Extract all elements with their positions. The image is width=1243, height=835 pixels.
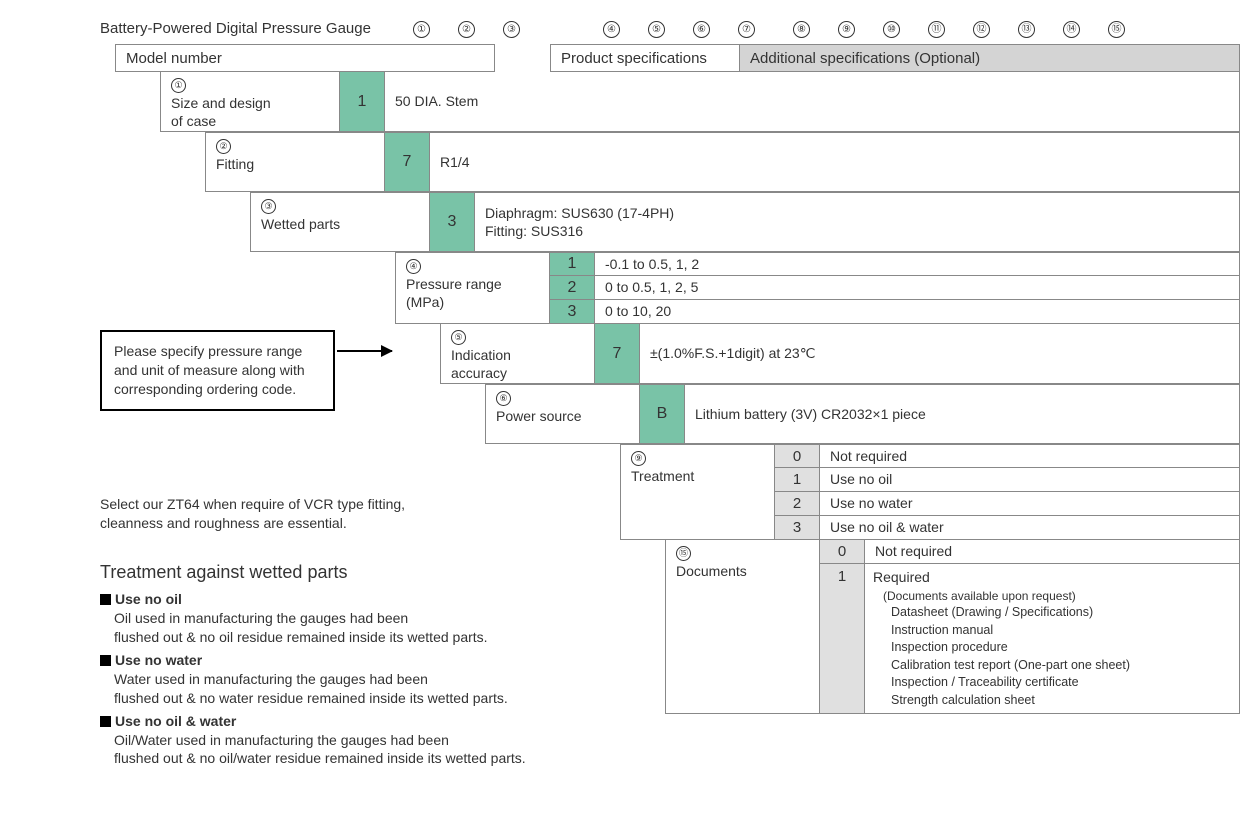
doc-item-4: Inspection / Traceability certificate [873, 674, 1231, 692]
topnum-13: ⑬ [1018, 21, 1035, 38]
row9-desc-1: Use no oil [820, 468, 1240, 492]
topnum-5: ⑤ [648, 21, 665, 38]
treat-b-0: Oil used in manufacturing the gauges had… [100, 609, 660, 647]
row3-desc2: Fitting: SUS316 [485, 222, 1229, 240]
row-size: ① Size and design of case 1 50 DIA. Stem [60, 72, 1240, 132]
row4-code-2: 2 [550, 276, 595, 300]
row-fitting: ② Fitting 7 R1/4 [60, 132, 1240, 192]
row5-desc: ±(1.0%F.S.+1digit) at 23℃ [640, 324, 1240, 384]
callout-box: Please specify pressure range and unit o… [100, 330, 335, 411]
title-row: Battery-Powered Digital Pressure Gauge ①… [60, 20, 1240, 42]
header-addspec: Additional specifications (Optional) [740, 44, 1240, 72]
row6-num: ⑥ [496, 391, 511, 406]
row3-num: ③ [261, 199, 276, 214]
row6-label: Power source [496, 408, 629, 426]
row5-label: Indication accuracy [451, 347, 584, 382]
treat-b-1: Water used in manufacturing the gauges h… [100, 670, 660, 708]
row4-code-3: 3 [550, 300, 595, 324]
row1-desc: 50 DIA. Stem [385, 72, 1240, 132]
header-prodspec: Product specifications [550, 44, 740, 72]
topnum-1: ① [413, 21, 430, 38]
doc-item-1: Instruction manual [873, 622, 1231, 640]
row15-code-0: 0 [820, 540, 865, 564]
topnum-14: ⑭ [1063, 21, 1080, 38]
topnum-9: ⑨ [838, 21, 855, 38]
treatment-block: Treatment against wetted parts Use no oi… [100, 560, 660, 768]
row9-code-1: 1 [775, 468, 820, 492]
row9-desc-0: Not required [820, 444, 1240, 468]
row4-desc-2: 0 to 0.5, 1, 2, 5 [595, 276, 1240, 300]
row6-desc: Lithium battery (3V) CR2032×1 piece [685, 384, 1240, 444]
row3-label: Wetted parts [261, 216, 419, 234]
row1-num: ① [171, 78, 186, 93]
doc-item-5: Strength calculation sheet [873, 692, 1231, 710]
row9-code-0: 0 [775, 444, 820, 468]
row4-label: Pressure range (MPa) [406, 276, 539, 311]
row3-code: 3 [430, 192, 475, 252]
treat-h-1: Use no water [100, 651, 660, 670]
row3-desc1: Diaphragm: SUS630 (17-4PH) [485, 204, 1229, 222]
topnum-7: ⑦ [738, 21, 755, 38]
row15-desc-0: Not required [865, 540, 1240, 564]
doc-item-3: Calibration test report (One-part one sh… [873, 657, 1231, 675]
doc-item-0: Datasheet (Drawing / Specifications) [873, 604, 1231, 622]
treat-b-2: Oil/Water used in manufacturing the gaug… [100, 731, 660, 769]
header-model: Model number [115, 44, 495, 72]
row-pressure: ④ Pressure range (MPa) 1 -0.1 to 0.5, 1,… [60, 252, 1240, 324]
row15-label: Documents [676, 563, 809, 581]
row2-desc: R1/4 [430, 132, 1240, 192]
row2-num: ② [216, 139, 231, 154]
row4-desc-3: 0 to 10, 20 [595, 300, 1240, 324]
diagram-root: Battery-Powered Digital Pressure Gauge ①… [60, 20, 1240, 714]
row4-code-1: 1 [550, 252, 595, 276]
row-wetted: ③ Wetted parts 3 Diaphragm: SUS630 (17-4… [60, 192, 1240, 252]
header-bar: Model number Product specifications Addi… [60, 44, 1240, 72]
treatment-title: Treatment against wetted parts [100, 560, 660, 584]
treat-h-2: Use no oil & water [100, 712, 660, 731]
row2-code: 7 [385, 132, 430, 192]
row9-code-3: 3 [775, 516, 820, 540]
row9-desc-2: Use no water [820, 492, 1240, 516]
page-title: Battery-Powered Digital Pressure Gauge [60, 20, 371, 37]
row9-code-2: 2 [775, 492, 820, 516]
row9-label: Treatment [631, 468, 764, 486]
row5-num: ⑤ [451, 330, 466, 345]
doc-item-2: Inspection procedure [873, 639, 1231, 657]
row9-num: ⑨ [631, 451, 646, 466]
topnum-12: ⑫ [973, 21, 990, 38]
row15-num: ⑮ [676, 546, 691, 561]
row4-num: ④ [406, 259, 421, 274]
row5-code: 7 [595, 324, 640, 384]
callout-arrow-icon [337, 350, 392, 352]
topnum-10: ⑩ [883, 21, 900, 38]
row1-code: 1 [340, 72, 385, 132]
row6-code: B [640, 384, 685, 444]
row4-desc-1: -0.1 to 0.5, 1, 2 [595, 252, 1240, 276]
topnum-15: ⑮ [1108, 21, 1125, 38]
row15-code-1: 1 [820, 564, 865, 714]
topnum-2: ② [458, 21, 475, 38]
docs-header: (Documents available upon request) [873, 588, 1231, 605]
row15-desc-1: Required [873, 568, 1231, 588]
note-zt64: Select our ZT64 when require of VCR type… [100, 495, 405, 533]
row9-desc-3: Use no oil & water [820, 516, 1240, 540]
row1-label: Size and design of case [171, 95, 329, 130]
topnum-6: ⑥ [693, 21, 710, 38]
topnum-8: ⑧ [793, 21, 810, 38]
topnum-3: ③ [503, 21, 520, 38]
row2-label: Fitting [216, 156, 374, 174]
topnum-4: ④ [603, 21, 620, 38]
treat-h-0: Use no oil [100, 590, 660, 609]
topnum-11: ⑪ [928, 21, 945, 38]
